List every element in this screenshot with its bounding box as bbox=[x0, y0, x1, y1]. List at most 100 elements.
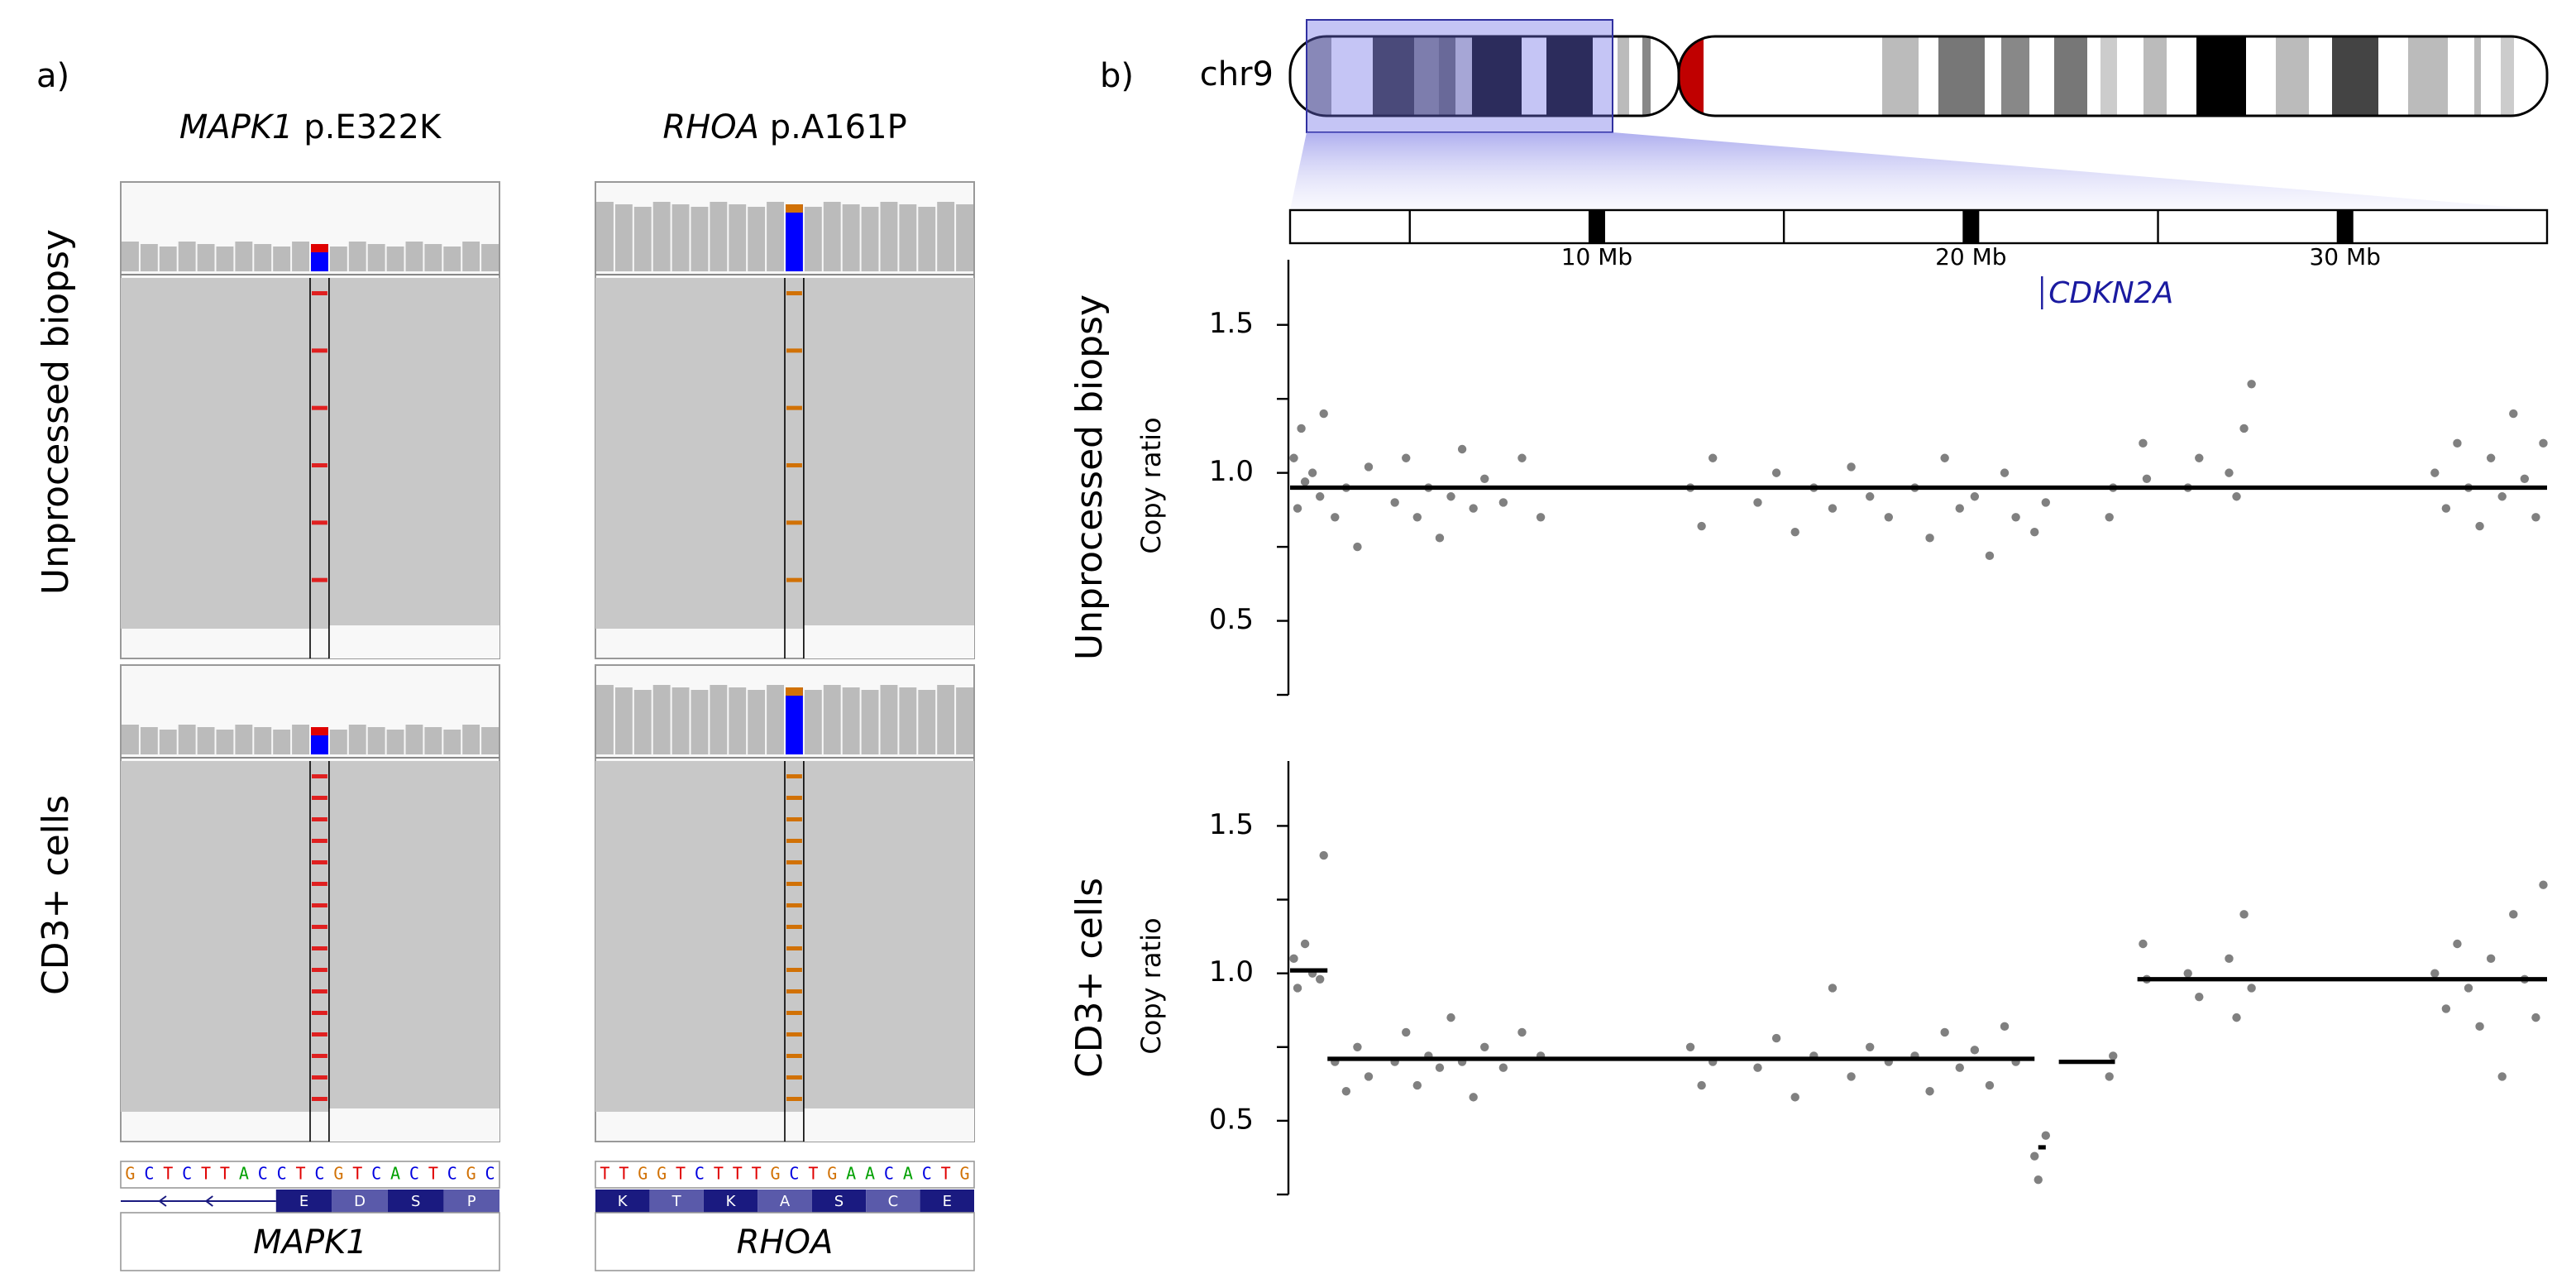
strand-arrow bbox=[204, 1195, 213, 1207]
base: T bbox=[733, 1164, 743, 1184]
reads-gap bbox=[328, 1108, 499, 1142]
amino-box bbox=[332, 1190, 388, 1213]
data-point bbox=[1412, 513, 1422, 522]
coverage-bar bbox=[159, 247, 177, 271]
data-point bbox=[2225, 468, 2234, 477]
data-point bbox=[1771, 468, 1781, 477]
amino-box bbox=[703, 1190, 758, 1213]
coverage-bar bbox=[197, 727, 215, 754]
coverage-bar bbox=[386, 247, 404, 271]
coverage-bar bbox=[424, 727, 442, 754]
data-point bbox=[1884, 513, 1894, 522]
panel-label: a) bbox=[36, 57, 69, 95]
coverage-bar bbox=[254, 244, 272, 271]
base: T bbox=[352, 1164, 362, 1184]
ruler-tick bbox=[1588, 210, 1605, 243]
data-point bbox=[2232, 1013, 2241, 1022]
data-point bbox=[2497, 1072, 2507, 1081]
ruler bbox=[1288, 208, 2549, 245]
data-point bbox=[1300, 477, 1310, 486]
data-point bbox=[1865, 1042, 1875, 1051]
coverage-bar bbox=[273, 247, 291, 271]
mismatch bbox=[312, 405, 327, 410]
mismatch bbox=[786, 796, 802, 800]
mismatch bbox=[312, 348, 327, 353]
coverage-bar bbox=[216, 730, 234, 754]
data-point bbox=[2539, 880, 2548, 889]
gene-label: CDKN2A bbox=[2048, 276, 2173, 310]
base: T bbox=[163, 1164, 173, 1184]
base: T bbox=[714, 1164, 724, 1184]
mismatch bbox=[786, 817, 802, 821]
base: C bbox=[371, 1164, 381, 1184]
coverage-bar bbox=[899, 687, 917, 754]
base: G bbox=[771, 1164, 781, 1184]
data-point bbox=[1697, 1080, 1706, 1090]
data-point bbox=[2247, 380, 2256, 389]
data-point bbox=[1985, 551, 1995, 561]
mismatch bbox=[786, 774, 802, 778]
row-label: Unprocessed biopsy bbox=[35, 229, 77, 595]
data-point bbox=[1469, 1093, 1478, 1102]
mismatch bbox=[786, 1075, 802, 1080]
base: T bbox=[676, 1164, 686, 1184]
amino-box bbox=[811, 1190, 867, 1213]
panel-label: b) bbox=[1100, 57, 1134, 95]
coverage-bar bbox=[729, 687, 747, 754]
data-point bbox=[2509, 409, 2518, 419]
data-point bbox=[2139, 939, 2148, 949]
amino-acid: S bbox=[411, 1193, 420, 1210]
coverage-alt bbox=[786, 687, 803, 696]
data-point bbox=[1697, 521, 1706, 531]
base: A bbox=[239, 1164, 249, 1184]
coverage-bar bbox=[956, 204, 973, 271]
data-point bbox=[2030, 527, 2039, 537]
data-point bbox=[1708, 453, 1718, 462]
base: T bbox=[808, 1164, 818, 1184]
base: A bbox=[846, 1164, 856, 1184]
base: G bbox=[960, 1164, 970, 1184]
data-point bbox=[1435, 534, 1445, 543]
coverage-bar bbox=[292, 242, 309, 271]
data-point bbox=[1293, 984, 1302, 993]
data-point bbox=[2000, 468, 2010, 477]
data-point bbox=[1315, 492, 1325, 501]
amino-acid: E bbox=[943, 1193, 952, 1210]
y-tick-label: 1.0 bbox=[1209, 955, 1254, 989]
base: T bbox=[220, 1164, 230, 1184]
amino-box bbox=[387, 1190, 444, 1213]
coverage-bar bbox=[443, 730, 461, 754]
coverage-bar bbox=[122, 242, 139, 271]
coverage-bar bbox=[786, 204, 803, 271]
mismatch bbox=[312, 1054, 327, 1058]
data-point bbox=[2105, 1072, 2114, 1081]
data-point bbox=[1517, 1027, 1527, 1037]
data-point bbox=[2430, 468, 2440, 477]
data-point bbox=[1828, 504, 1838, 513]
amino-box bbox=[443, 1190, 499, 1213]
data-point bbox=[2497, 492, 2507, 501]
data-point bbox=[1446, 492, 1455, 501]
mismatch bbox=[312, 1097, 327, 1101]
base: G bbox=[638, 1164, 648, 1184]
data-point bbox=[2475, 1022, 2484, 1032]
coverage-bar bbox=[348, 242, 366, 271]
gene-name: MAPK1 bbox=[179, 108, 294, 146]
coverage-bar bbox=[596, 685, 614, 754]
base: G bbox=[466, 1164, 476, 1184]
base: T bbox=[428, 1164, 438, 1184]
base: T bbox=[201, 1164, 211, 1184]
data-point bbox=[1315, 974, 1325, 984]
data-point bbox=[1685, 1042, 1695, 1051]
data-point bbox=[2441, 1004, 2451, 1013]
coverage-bar bbox=[918, 690, 936, 754]
data-point bbox=[1319, 850, 1328, 860]
coverage-bar bbox=[842, 204, 860, 271]
data-point bbox=[2195, 453, 2204, 462]
data-point bbox=[2225, 954, 2234, 964]
row-label: CD3+ cells bbox=[35, 795, 77, 995]
data-point bbox=[2453, 939, 2462, 949]
data-point bbox=[2520, 474, 2530, 483]
data-point bbox=[1331, 513, 1340, 522]
data-point bbox=[1402, 1027, 1411, 1037]
